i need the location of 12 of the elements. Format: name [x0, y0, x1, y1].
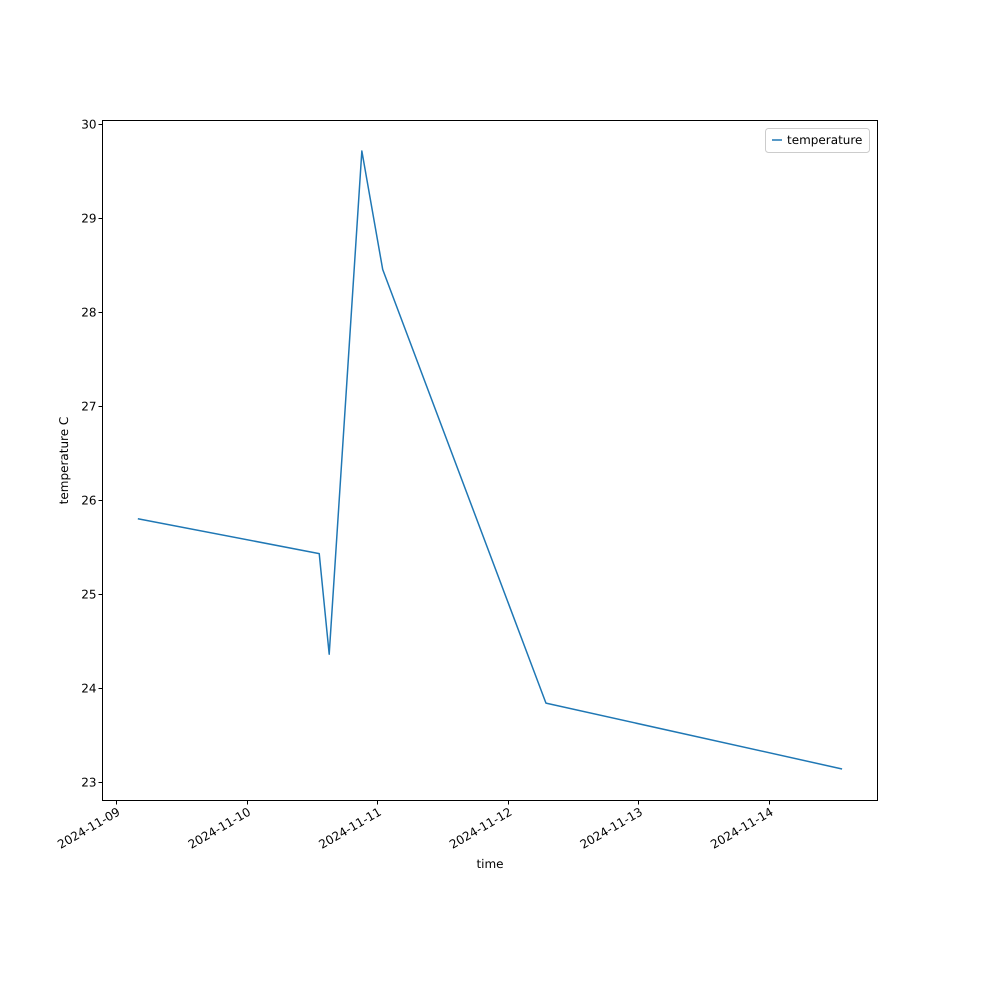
y-tick-label: 24 — [81, 682, 96, 696]
x-axis-title: time — [476, 856, 504, 871]
y-tick-label: 29 — [81, 211, 96, 226]
line-series — [137, 150, 843, 770]
y-tick-label: 25 — [81, 588, 96, 602]
y-tick-label: 28 — [81, 305, 96, 320]
y-tick-label: 23 — [81, 776, 96, 790]
y-axis-title: temperature C — [57, 416, 72, 504]
y-tick-label: 26 — [81, 493, 96, 508]
legend-label: temperature — [787, 133, 862, 147]
y-tick-label: 30 — [81, 117, 96, 132]
y-tick-label: 27 — [81, 399, 96, 414]
